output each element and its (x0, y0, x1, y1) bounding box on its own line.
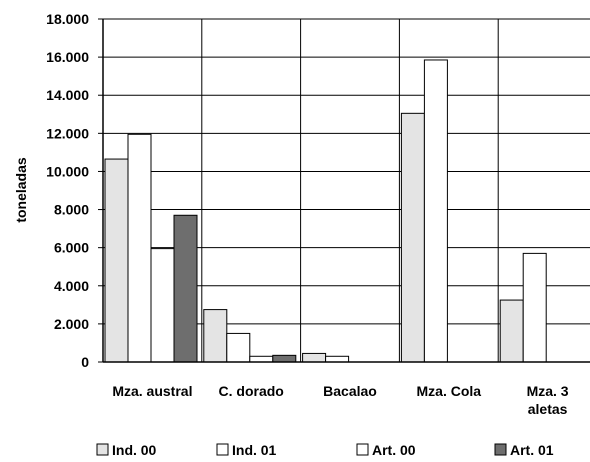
legend-label: Art. 00 (372, 442, 416, 458)
legend-label: Ind. 01 (232, 442, 277, 458)
y-tick-label: 14.000 (46, 87, 89, 103)
legend-swatch (494, 443, 507, 456)
y-tick-labels: 0 2.000 4.000 6.000 8.000 10.000 12.000 14.000 1… (46, 11, 89, 370)
bar-ind-00-3 (400, 112, 425, 363)
legend: Ind. 00 Ind. 01 Art. 00 Art. 01 (96, 442, 554, 458)
y-tick-label: 8.000 (54, 202, 89, 218)
x-category-label: C. dorado (219, 383, 284, 399)
x-category-labels: Mza. austral C. dorado Bacalao Mza. Cola Mza… (112, 383, 568, 417)
x-category-label: Mza. austral (112, 383, 192, 399)
bar-ind-01-0 (127, 133, 152, 363)
legend-item-art-00: Art. 00 (356, 442, 416, 458)
bar-ind-00-2 (302, 352, 327, 363)
x-category-label: Mza. 3 (527, 383, 569, 399)
bar-ind-01-2 (325, 355, 350, 363)
y-tick-label: 0 (81, 354, 89, 370)
category-dividers (201, 19, 499, 362)
x-category-label: Bacalao (323, 383, 377, 399)
bar-ind-00-1 (203, 309, 228, 363)
bar-ind-01-4 (522, 252, 547, 363)
x-category-label: Mza. Cola (417, 383, 482, 399)
bars (104, 59, 547, 363)
y-tick-label: 16.000 (46, 49, 89, 65)
y-tick-label: 6.000 (54, 240, 89, 256)
bar-ind-01-1 (226, 332, 251, 363)
legend-item-ind-00: Ind. 00 (96, 442, 157, 458)
y-tick-label: 10.000 (46, 163, 89, 179)
x-category-label: aletas (528, 401, 568, 417)
axes (98, 18, 590, 363)
y-tick-label: 4.000 (54, 278, 89, 294)
legend-item-art-01: Art. 01 (494, 442, 554, 458)
bar-art-00-0 (150, 248, 175, 363)
bar-ind-00-4 (499, 299, 524, 363)
bar-art-01-1 (272, 354, 297, 363)
bar-art-01-0 (173, 214, 198, 363)
legend-item-ind-01: Ind. 01 (216, 442, 277, 458)
legend-swatch (96, 443, 109, 456)
y-tick-label: 18.000 (46, 11, 89, 27)
bar-ind-00-0 (104, 158, 129, 363)
legend-label: Ind. 00 (112, 442, 157, 458)
bar-art-00-1 (249, 355, 274, 363)
y-tick-label: 12.000 (46, 125, 89, 141)
bar-ind-01-3 (423, 59, 448, 363)
y-axis-label: toneladas (13, 157, 29, 223)
y-tick-label: 2.000 (54, 316, 89, 332)
legend-swatch (356, 443, 369, 456)
legend-swatch (216, 443, 229, 456)
legend-label: Art. 01 (510, 442, 554, 458)
